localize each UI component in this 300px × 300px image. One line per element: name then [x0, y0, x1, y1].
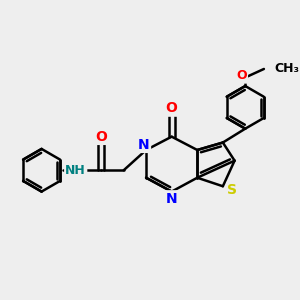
Text: O: O — [166, 101, 178, 116]
Text: S: S — [227, 183, 238, 197]
Text: N: N — [138, 138, 150, 152]
Text: O: O — [236, 69, 247, 82]
Text: N: N — [166, 191, 178, 206]
Text: CH₃: CH₃ — [274, 62, 300, 76]
Text: O: O — [95, 130, 107, 144]
Text: NH: NH — [65, 164, 86, 177]
